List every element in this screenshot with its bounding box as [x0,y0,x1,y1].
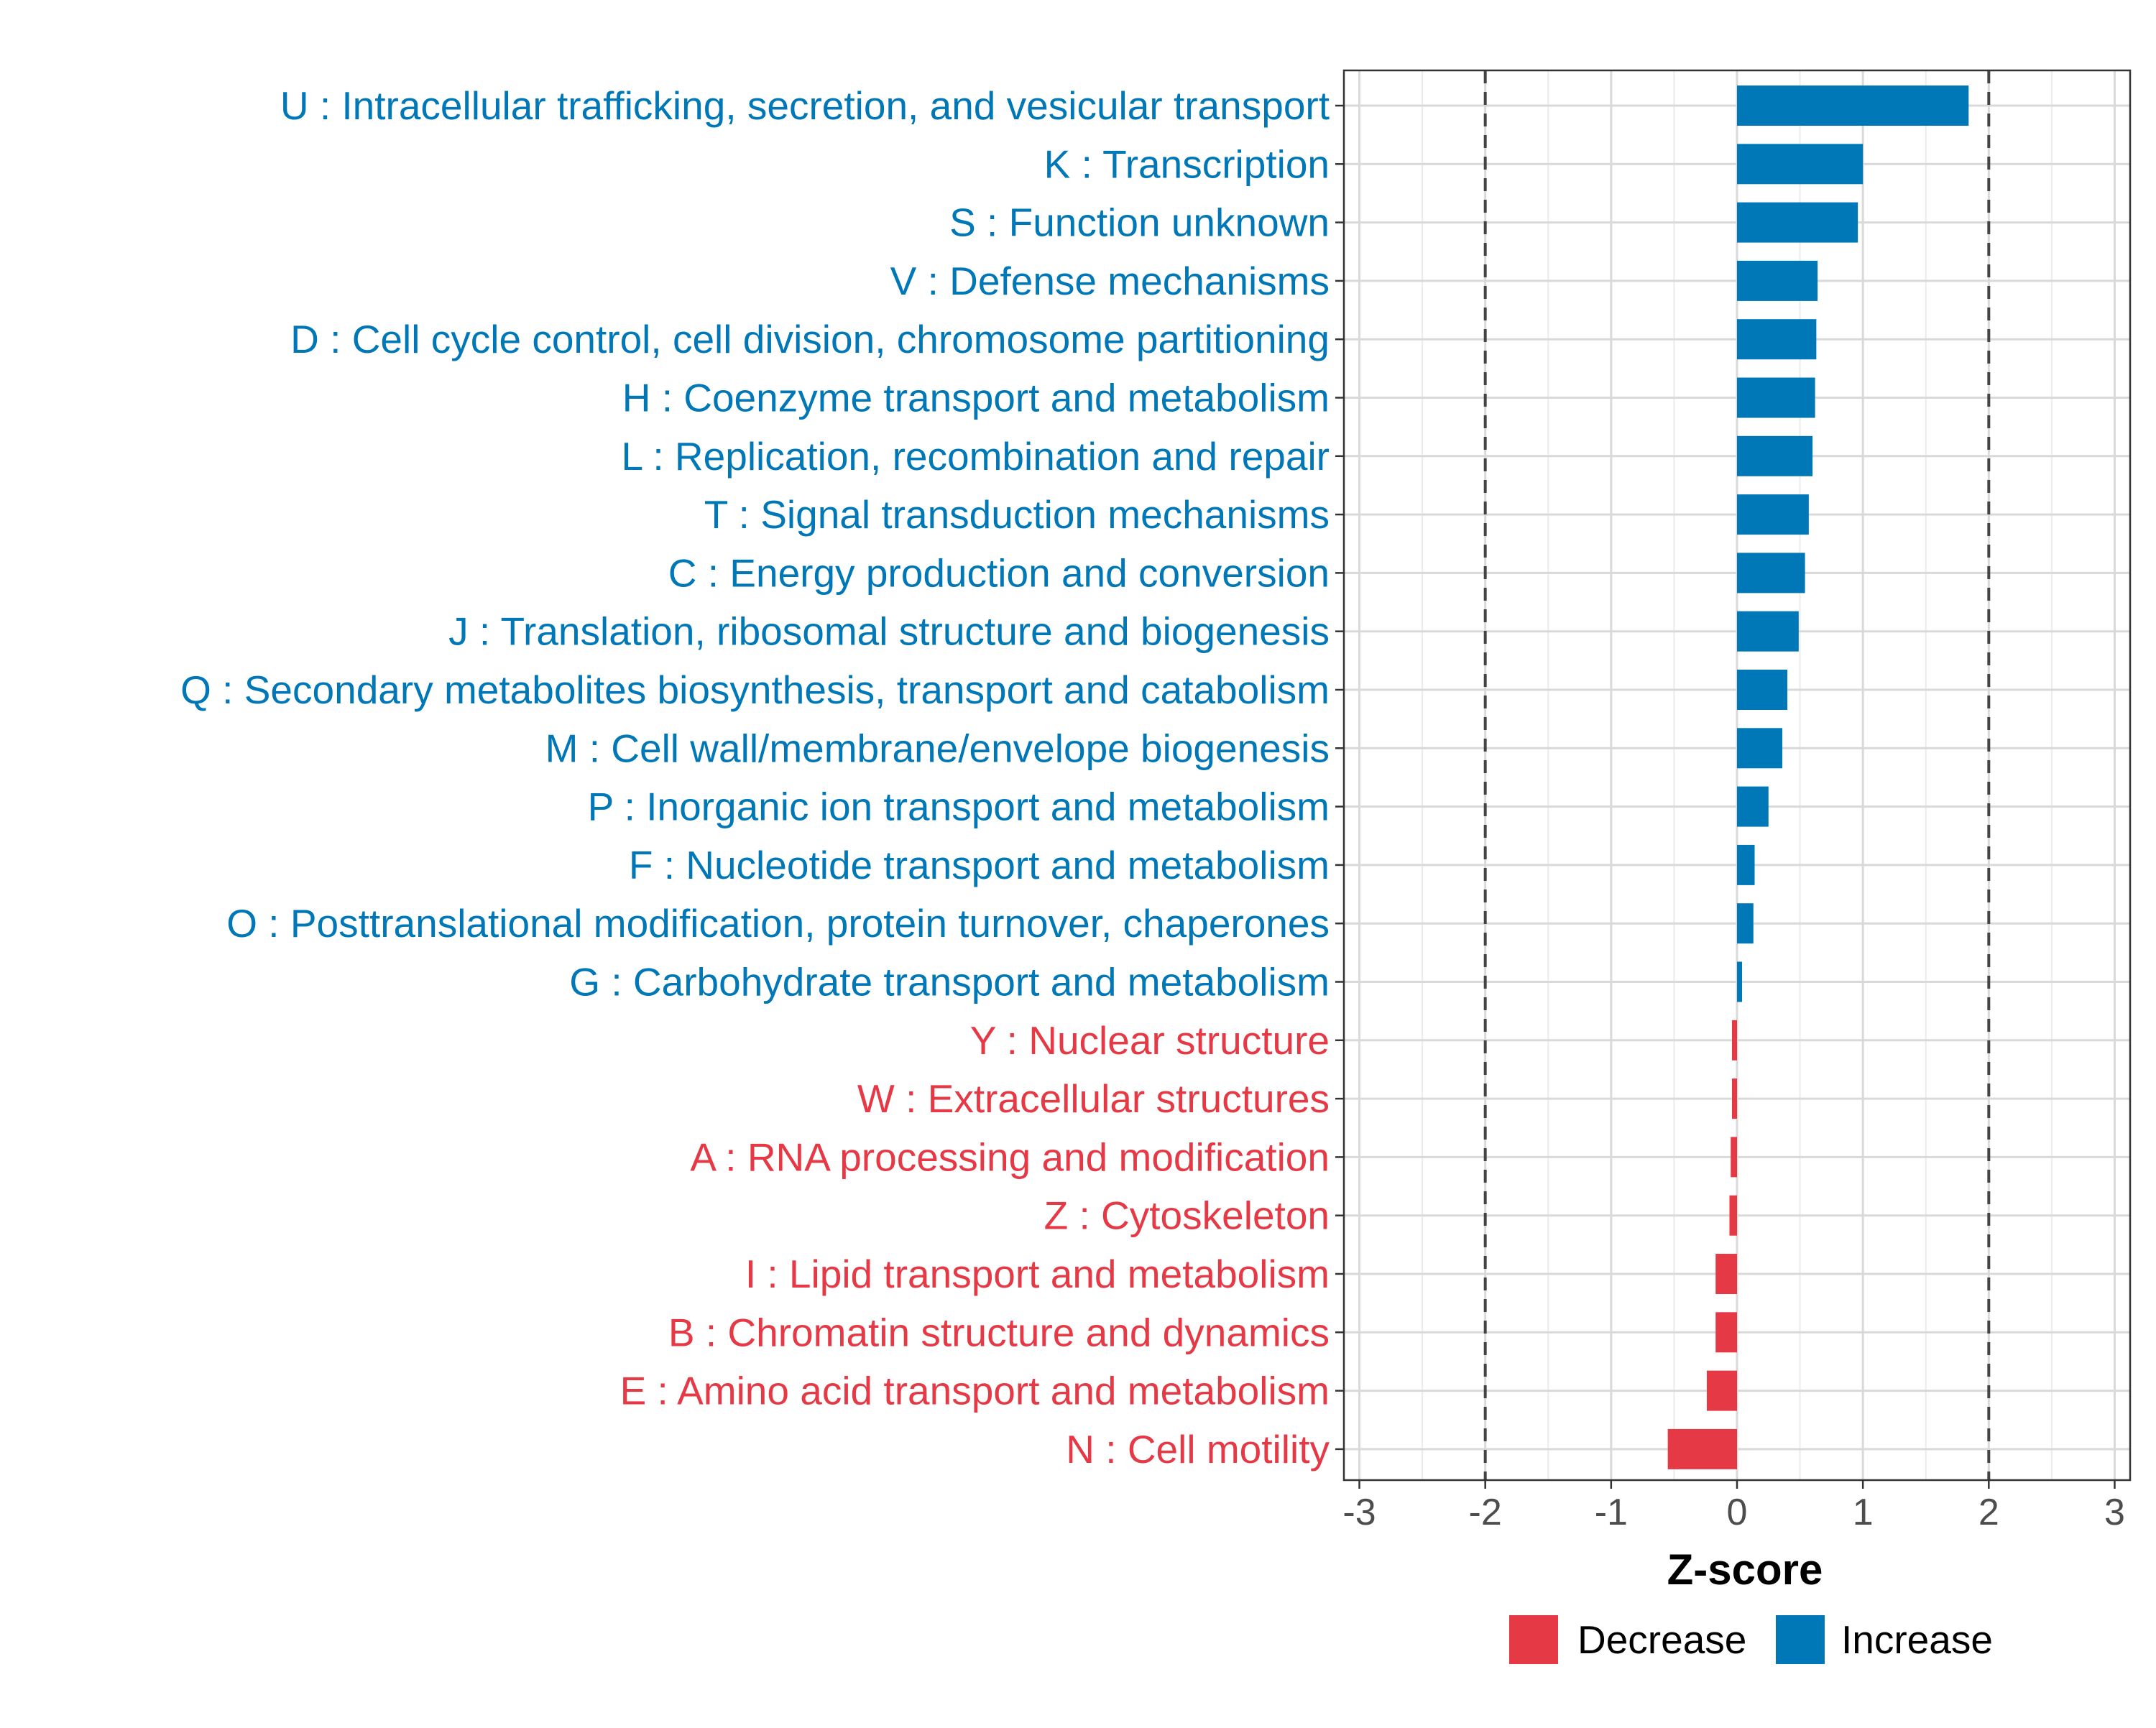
legend-label: Increase [1841,1617,1993,1662]
category-label: W : Extracellular structures [857,1076,1330,1121]
bar [1737,260,1818,301]
bar [1737,611,1799,652]
x-tick-label: 0 [1727,1492,1748,1533]
category-label: O : Posttranslational modification, prot… [226,901,1330,946]
x-tick-label: -3 [1342,1492,1376,1533]
bar [1737,553,1805,593]
bar [1731,1020,1737,1061]
category-label: N : Cell motility [1066,1427,1330,1471]
bar [1737,319,1817,360]
bar [1667,1428,1737,1469]
category-label: H : Coenzyme transport and metabolism [622,376,1330,420]
y-axis-ticks [1335,104,1344,1451]
x-tick-label: -1 [1595,1492,1628,1533]
category-label: L : Replication, recombination and repai… [622,434,1330,479]
bar [1737,144,1864,185]
bar [1706,1370,1737,1411]
bar [1737,202,1858,243]
legend-swatch [1509,1615,1558,1664]
bar [1737,435,1813,476]
x-axis-title: Z-score [1667,1546,1823,1594]
bar [1729,1195,1737,1236]
category-label: Q : Secondary metabolites biosynthesis, … [180,667,1330,712]
category-label: G : Carbohydrate transport and metabolis… [569,960,1330,1004]
x-tick-label: 1 [1853,1492,1874,1533]
category-label: A : RNA processing and modification [690,1135,1330,1179]
bar [1731,1078,1737,1119]
bar [1737,728,1783,769]
x-tick-label: 3 [2104,1492,2125,1533]
bar [1737,86,1969,126]
x-tick-label: 2 [1978,1492,1999,1533]
bar [1737,377,1815,418]
category-label: K : Transcription [1044,142,1330,186]
bar [1737,494,1809,535]
category-label: F : Nucleotide transport and metabolism [629,843,1330,887]
bar [1715,1312,1737,1353]
category-label: V : Defense mechanisms [890,259,1330,303]
legend-swatch [1776,1615,1825,1664]
category-label: M : Cell wall/membrane/envelope biogenes… [545,726,1330,770]
category-label: U : Intracellular trafficking, secretion… [280,83,1330,128]
x-tick-label: -2 [1469,1492,1502,1533]
category-label: C : Energy production and conversion [668,550,1330,595]
bars [1667,86,1969,1469]
category-label: B : Chromatin structure and dynamics [668,1310,1330,1354]
y-axis-labels: U : Intracellular trafficking, secretion… [180,83,1330,1471]
bar [1737,670,1788,710]
legend-label: Decrease [1577,1617,1746,1662]
legend: Decrease Increase [1509,1615,1993,1664]
x-axis-ticks: -3 -2 -1 0 1 2 3 [1342,1480,2125,1533]
category-label: J : Translation, ribosomal structure and… [448,609,1330,654]
category-label: P : Inorganic ion transport and metaboli… [588,785,1330,829]
bar [1737,786,1769,827]
category-label: E : Amino acid transport and metabolism [620,1369,1330,1413]
category-label: D : Cell cycle control, cell division, c… [290,317,1330,361]
category-label: T : Signal transduction mechanisms [704,492,1330,537]
category-label: S : Function unknown [949,200,1330,245]
bar [1737,844,1755,885]
category-label: Y : Nuclear structure [970,1018,1330,1063]
category-label: I : Lipid transport and metabolism [745,1252,1330,1296]
category-label: Z : Cytoskeleton [1044,1193,1330,1238]
reference-lines [1483,70,1991,1480]
bar [1731,1137,1737,1178]
bar [1737,903,1754,944]
bar [1737,961,1743,1002]
bar [1715,1254,1737,1294]
